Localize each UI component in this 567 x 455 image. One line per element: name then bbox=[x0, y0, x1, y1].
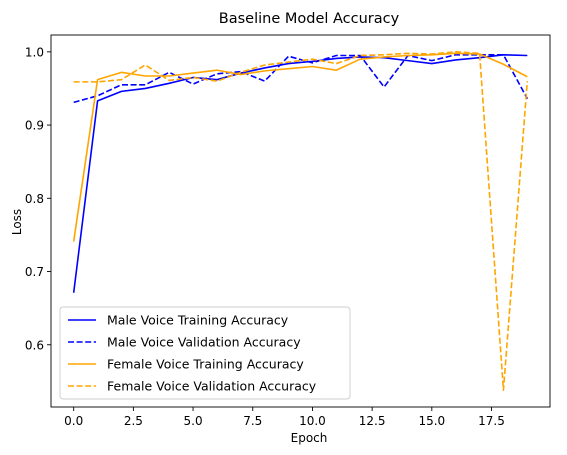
x-tick-label: 12.5 bbox=[359, 414, 386, 428]
y-axis: 0.6 0.7 0.8 0.9 1.0 bbox=[25, 45, 51, 352]
legend-label: Female Voice Validation Accuracy bbox=[107, 379, 317, 394]
series-line-3 bbox=[73, 51, 529, 391]
series-line-1 bbox=[73, 53, 529, 104]
legend-label: Male Voice Validation Accuracy bbox=[107, 335, 301, 350]
y-tick-label: 1.0 bbox=[25, 45, 44, 59]
x-tick-label: 15.0 bbox=[418, 414, 445, 428]
x-tick-label: 7.5 bbox=[243, 414, 262, 428]
x-tick-label: 5.0 bbox=[184, 414, 203, 428]
series-line-2 bbox=[72, 52, 528, 242]
x-tick-label: 17.5 bbox=[478, 414, 505, 428]
x-tick-label: 2.5 bbox=[124, 414, 143, 428]
y-tick-label: 0.6 bbox=[25, 338, 44, 352]
y-tick-label: 0.8 bbox=[25, 192, 44, 206]
legend-box bbox=[59, 306, 351, 400]
legend-label: Female Voice Training Accuracy bbox=[107, 357, 304, 372]
y-axis-title: Loss bbox=[10, 209, 24, 235]
series-lines bbox=[72, 51, 529, 391]
y-tick-label: 0.9 bbox=[25, 119, 44, 133]
chart-title: Baseline Model Accuracy bbox=[219, 11, 400, 27]
legend: Male Voice Training Accuracy Male Voice V… bbox=[59, 306, 351, 400]
x-tick-label: 10.0 bbox=[299, 414, 326, 428]
legend-label: Male Voice Training Accuracy bbox=[107, 313, 289, 328]
x-axis: 0.0 2.5 5.0 7.5 10.0 12.5 15.0 17.5 bbox=[64, 407, 505, 428]
y-tick-label: 0.7 bbox=[25, 265, 44, 279]
x-tick-label: 0.0 bbox=[64, 414, 83, 428]
series-line-0 bbox=[72, 53, 528, 293]
x-axis-title: Epoch bbox=[291, 431, 328, 445]
